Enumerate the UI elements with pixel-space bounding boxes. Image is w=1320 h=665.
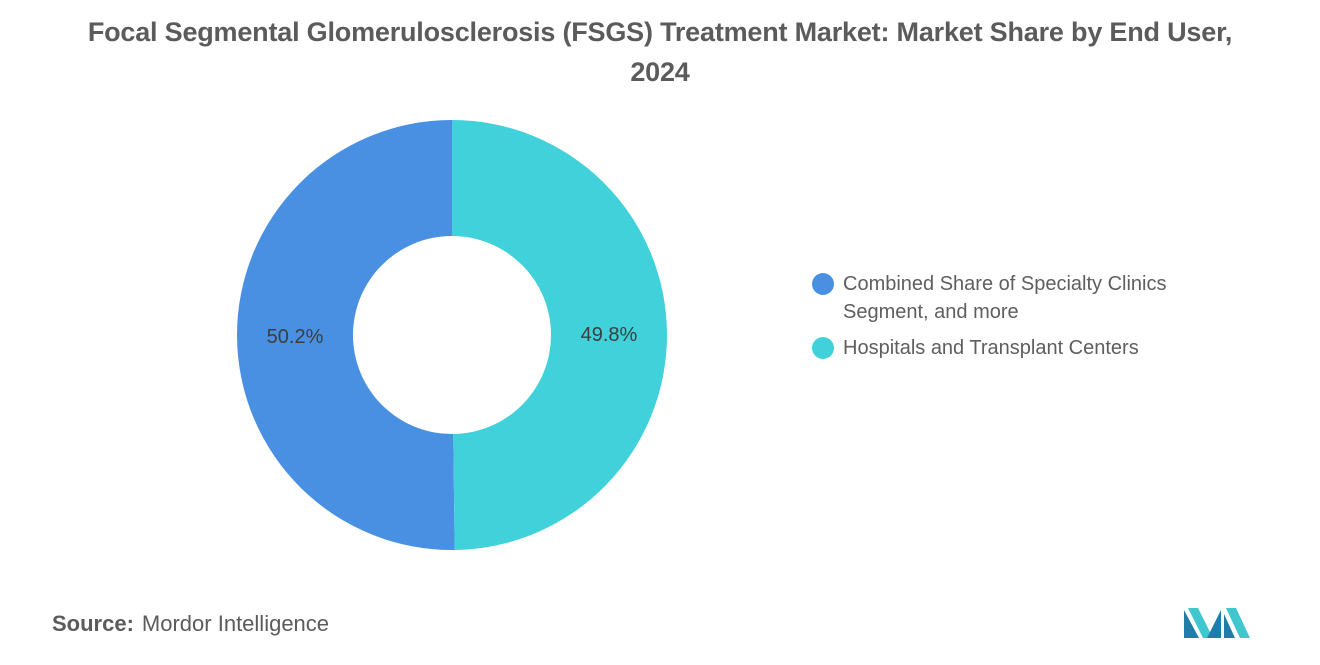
legend-item-specialty-clinics: Combined Share of Specialty Clinics Segm… — [812, 270, 1232, 326]
source-note: Source: Mordor Intelligence — [52, 611, 329, 637]
donut-slice-1 — [452, 120, 668, 550]
legend-swatch-specialty-clinics — [812, 273, 834, 295]
source-key: Source: — [52, 611, 134, 636]
donut-slice-0 — [237, 120, 455, 550]
chart-legend: Combined Share of Specialty Clinics Segm… — [812, 270, 1232, 370]
legend-swatch-hospitals — [812, 337, 834, 359]
legend-label-hospitals: Hospitals and Transplant Centers — [843, 337, 1139, 359]
chart-title: Focal Segmental Glomerulosclerosis (FSGS… — [87, 17, 1233, 87]
donut-data-label-1: 49.8% — [581, 324, 638, 346]
donut-data-labels: 50.2% 49.8% — [267, 324, 638, 348]
mordor-intelligence-logo-icon — [1184, 608, 1250, 638]
source-value: Mordor Intelligence — [141, 611, 330, 636]
donut-slices — [237, 120, 668, 550]
legend-label-specialty-clinics: Combined Share of Specialty Clinics Segm… — [843, 273, 1167, 323]
legend-item-hospitals: Hospitals and Transplant Centers — [812, 334, 1232, 362]
donut-data-label-0: 50.2% — [267, 326, 324, 348]
